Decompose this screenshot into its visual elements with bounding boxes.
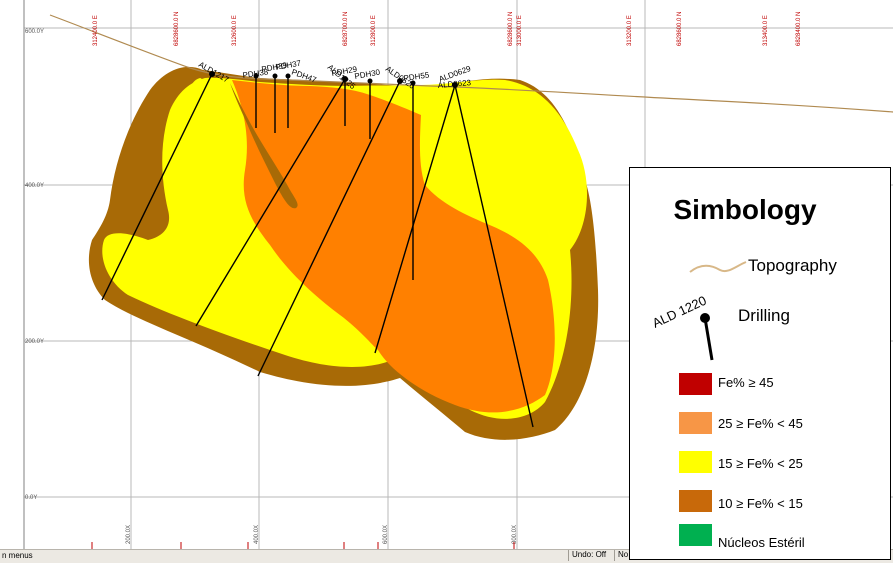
legend-label-fe-15-25: 15 ≥ Fe% < 25 — [718, 456, 803, 471]
topography-line — [49, 14, 893, 113]
top-axis-labels: 312400.0 E 6828600.0 N 312600.0 E 682870… — [93, 12, 802, 46]
top-axis-label: 312800.0 E — [371, 15, 377, 46]
top-axis-label: 6828400.0 N — [796, 12, 802, 46]
left-axis-label: 200.0Y — [25, 339, 44, 345]
legend-label-esteril: Núcleos Estéril — [718, 535, 805, 550]
bottom-ticks — [91, 542, 515, 549]
drill-collars — [209, 71, 458, 88]
legend-drilling-label: Drilling — [738, 306, 790, 325]
legend-swatch-esteril — [679, 524, 712, 546]
top-axis-label: 313200.0 E — [627, 15, 633, 46]
drilling-legend-icon: ALD 1220 — [650, 293, 714, 361]
legend-topography-label: Topography — [748, 256, 837, 275]
left-axis-label: 400.0Y — [25, 183, 44, 189]
status-menus: n menus — [2, 551, 33, 560]
legend-swatch-fe-25-45 — [679, 412, 712, 434]
left-axis-labels: 600.0Y 400.0Y 200.0Y 0.0Y — [25, 29, 44, 501]
bottom-axis-label: 800.0X — [512, 525, 518, 544]
bottom-axis-label: 200.0X — [126, 525, 132, 544]
status-undo: Undo: Off — [568, 550, 630, 561]
drill-label: PDH38 — [242, 67, 269, 80]
bottom-axis-label: 600.0X — [383, 525, 389, 544]
legend-swatch-fe-10-15 — [679, 490, 712, 512]
top-axis-label: 312600.0 E — [232, 15, 238, 46]
top-axis-label: 6828600.0 N — [174, 12, 180, 46]
legend-swatch-fe-45 — [679, 373, 712, 395]
topography-legend-icon — [689, 261, 747, 273]
drill-label: PDH55 — [403, 70, 430, 83]
zone-fe-10-15-dyke — [230, 83, 298, 209]
drill-traces — [101, 73, 534, 428]
top-axis-label: 6828600.0 N — [508, 12, 514, 46]
left-axis-label: 600.0Y — [25, 29, 44, 35]
bottom-axis-labels: 200.0X 400.0X 600.0X 800.0X — [126, 525, 518, 544]
left-axis-label: 0.0Y — [25, 495, 37, 501]
top-axis-label: 313400.0 E — [763, 15, 769, 46]
top-axis-label: 312400.0 E — [93, 15, 99, 46]
drilling-sample-label: ALD 1220 — [650, 293, 709, 331]
legend-label-fe-10-15: 10 ≥ Fe% < 15 — [718, 496, 803, 511]
top-axis-label: 313000.0 E — [517, 15, 523, 46]
drill-label: PDH30 — [354, 68, 382, 81]
top-axis-label: 6828700.0 N — [343, 12, 349, 46]
legend-panel: Simbology Topography ALD 1220 Drilling F… — [629, 167, 891, 560]
drill-label: ALD0623 — [437, 78, 472, 90]
legend-label-fe-45: Fe% ≥ 45 — [718, 375, 774, 390]
legend-title: Simbology — [673, 194, 817, 225]
top-axis-label: 6828600.0 N — [677, 12, 683, 46]
legend-label-fe-25-45: 25 ≥ Fe% < 45 — [718, 416, 803, 431]
legend-swatch-fe-15-25 — [679, 451, 712, 473]
bottom-axis-label: 400.0X — [254, 525, 260, 544]
status-no: No — [614, 550, 632, 561]
zone-fe-25-45 — [232, 80, 555, 413]
